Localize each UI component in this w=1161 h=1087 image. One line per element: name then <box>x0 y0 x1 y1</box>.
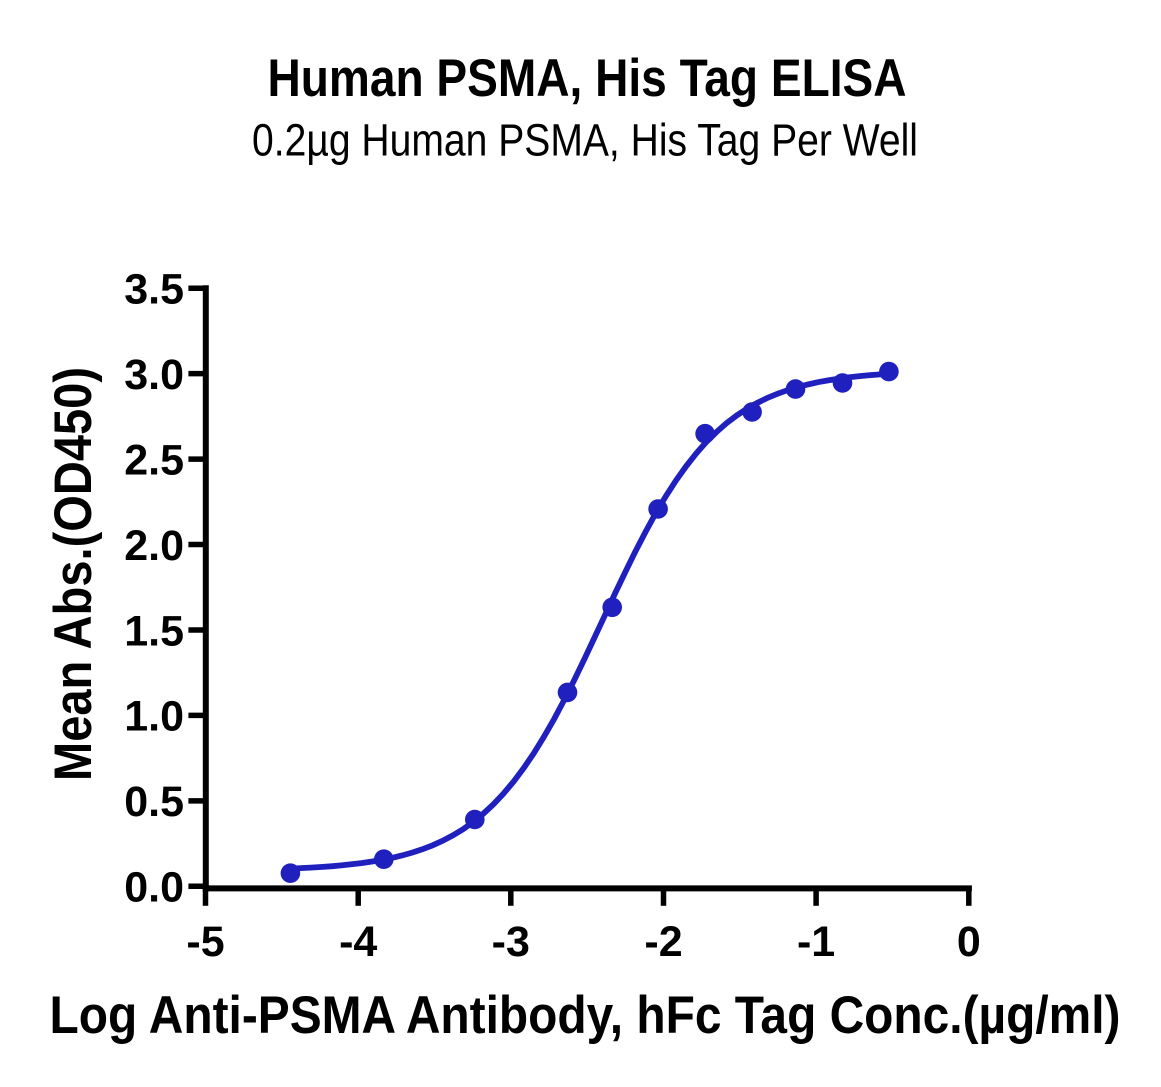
svg-text:3.5: 3.5 <box>124 266 184 314</box>
svg-text:-3: -3 <box>492 918 530 966</box>
svg-text:2.5: 2.5 <box>124 436 184 484</box>
svg-text:0.2µg Human PSMA, His Tag Per: 0.2µg Human PSMA, His Tag Per Well <box>252 115 918 166</box>
svg-text:Mean Abs.(OD450): Mean Abs.(OD450) <box>44 367 103 781</box>
svg-text:3.0: 3.0 <box>124 351 184 399</box>
svg-text:2.0: 2.0 <box>124 522 184 570</box>
svg-text:-4: -4 <box>339 918 377 966</box>
svg-text:0.0: 0.0 <box>124 864 184 912</box>
svg-text:Human PSMA, His Tag ELISA: Human PSMA, His Tag ELISA <box>268 49 907 108</box>
svg-text:-1: -1 <box>797 918 835 966</box>
svg-text:Log Anti-PSMA Antibody, hFc Ta: Log Anti-PSMA Antibody, hFc Tag Conc.(µg… <box>50 986 1121 1045</box>
svg-text:-5: -5 <box>186 918 224 966</box>
svg-text:1.0: 1.0 <box>124 693 184 741</box>
svg-text:0: 0 <box>957 918 981 966</box>
svg-text:-2: -2 <box>644 918 682 966</box>
svg-text:0.5: 0.5 <box>124 778 184 826</box>
svg-text:1.5: 1.5 <box>124 607 184 655</box>
